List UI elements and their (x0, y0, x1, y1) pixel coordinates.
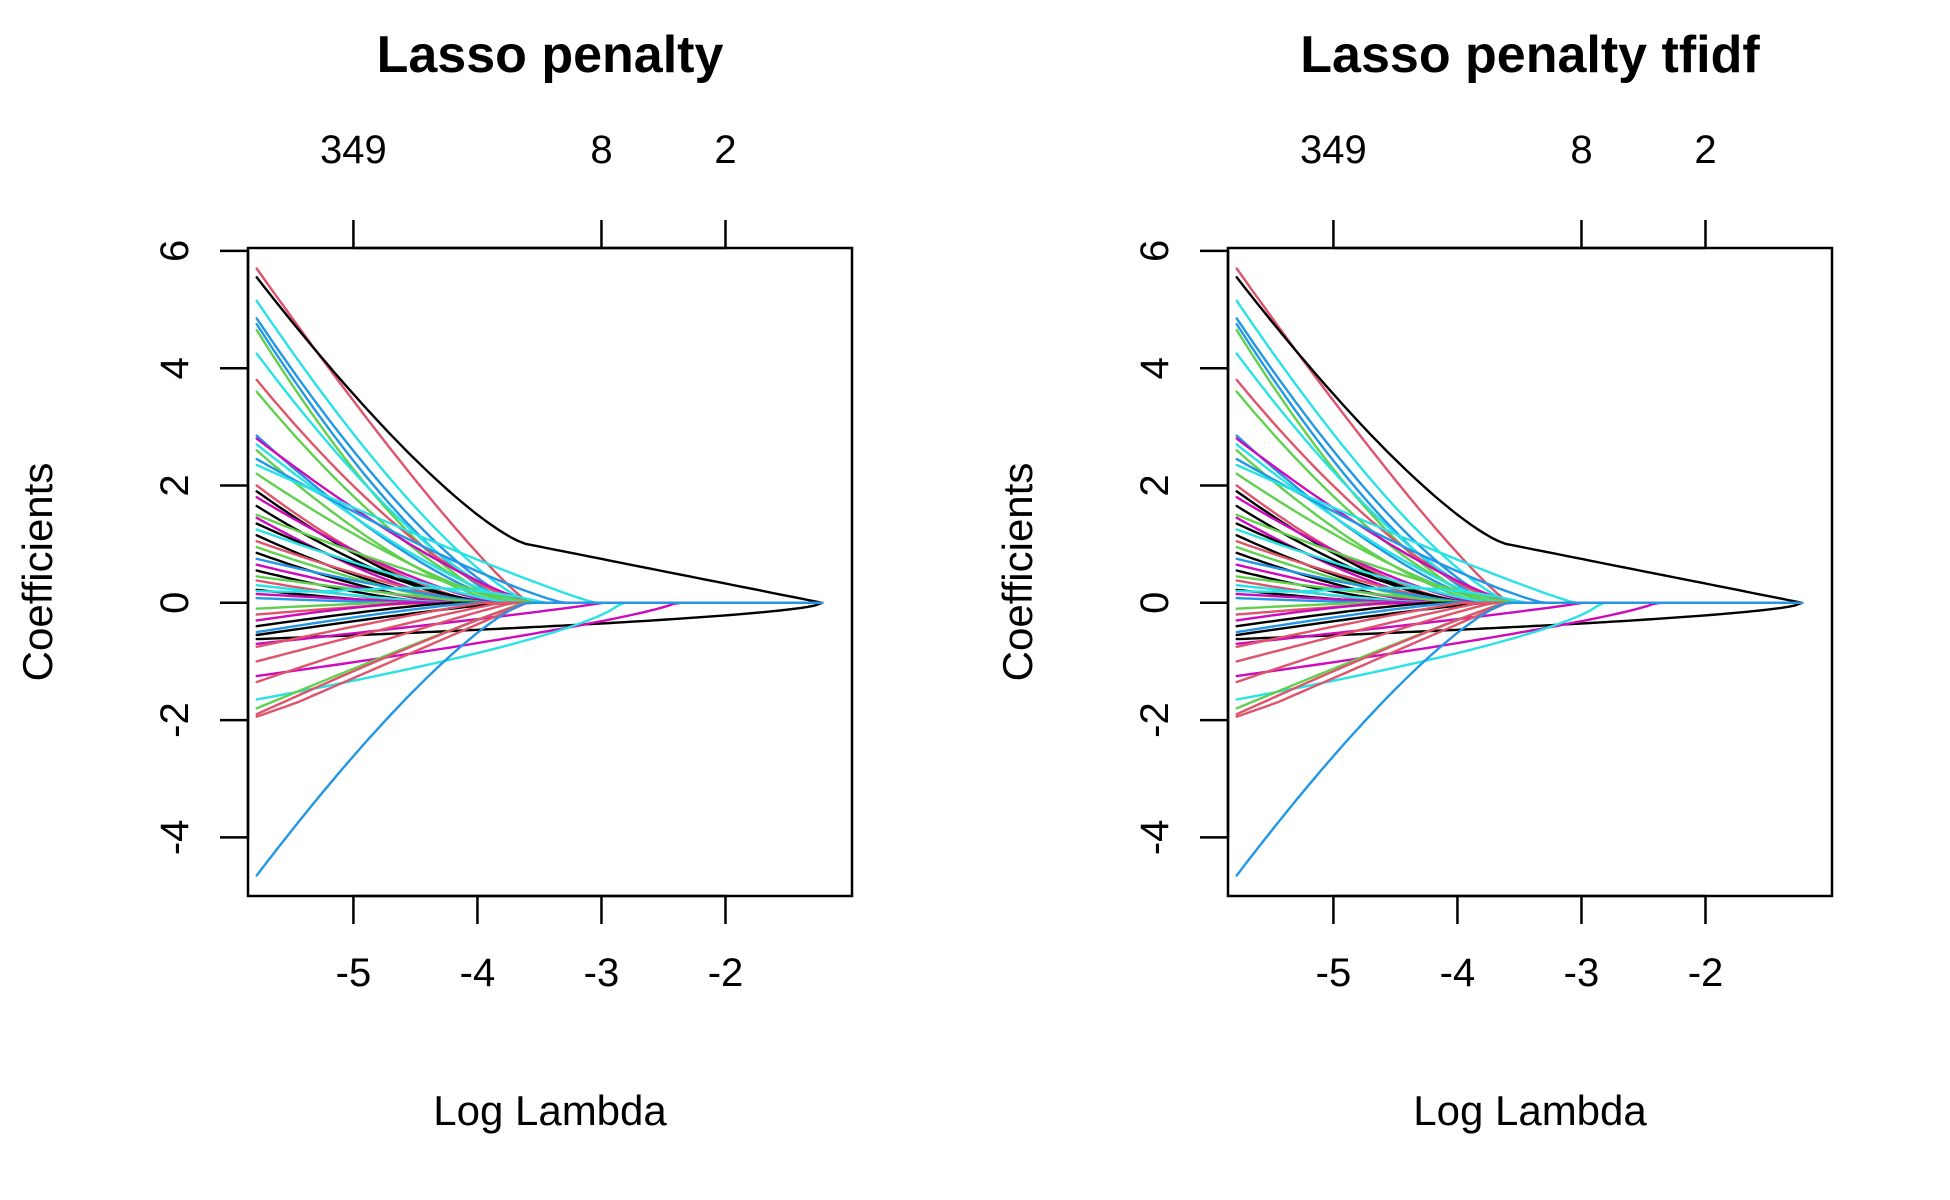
x-tick-label: -3 (584, 951, 620, 995)
y-tick-label: -4 (153, 820, 197, 856)
coefficient-path (255, 352, 824, 604)
coefficient-paths (255, 267, 824, 877)
coefficient-path (255, 601, 824, 877)
coefficient-path (255, 601, 824, 701)
chart-title: Lasso penalty (377, 26, 724, 84)
y-axis-label: Coefficients (994, 463, 1041, 682)
y-tick-label: -4 (1133, 820, 1177, 856)
y-tick-label: 2 (1133, 474, 1177, 496)
x-tick-label: -2 (708, 951, 744, 995)
coefficient-path (255, 601, 824, 641)
top-tick-label: 349 (1300, 128, 1367, 172)
coefficient-path (1235, 528, 1804, 604)
top-tick-label: 8 (1570, 128, 1592, 172)
y-tick-label: 4 (153, 357, 197, 379)
chart-title: Lasso penalty tfidf (1300, 26, 1760, 84)
panel-lasso-penalty-tfidf: Lasso penalty tfidf Log Lambda Coefficie… (994, 26, 1834, 1134)
coefficient-path (1235, 601, 1804, 701)
top-tick-label: 349 (320, 128, 387, 172)
plot-area: -5 -4 -3 -2 349 8 2 -4 -2 0 2 4 6 (153, 128, 854, 995)
coefficient-path (255, 528, 824, 604)
x-tick-label: -2 (1688, 951, 1724, 995)
coefficient-paths (1235, 267, 1804, 877)
y-tick-label: 6 (1133, 240, 1177, 262)
x-tick-label: -5 (1316, 951, 1352, 995)
x-tick-label: -4 (1440, 951, 1476, 995)
y-tick-label: -2 (153, 702, 197, 738)
plot-box (246, 246, 854, 898)
panel-lasso-penalty: Lasso penalty Log Lambda Coefficients -5… (14, 26, 854, 1134)
y-axis-label: Coefficients (14, 463, 61, 682)
y-tick-label: -2 (1133, 702, 1177, 738)
x-tick-label: -4 (460, 951, 496, 995)
x-tick-label: -5 (336, 951, 372, 995)
plot-box (1226, 246, 1834, 898)
x-axis-label: Log Lambda (433, 1087, 667, 1134)
y-tick-label: 0 (1133, 592, 1177, 614)
y-tick-label: 6 (153, 240, 197, 262)
coefficient-path (1235, 601, 1804, 641)
x-axis-label: Log Lambda (1413, 1087, 1647, 1134)
y-tick-label: 0 (153, 592, 197, 614)
y-tick-label: 2 (153, 474, 197, 496)
top-tick-label: 2 (714, 128, 736, 172)
coefficient-path (1235, 276, 1804, 604)
coefficient-path (255, 276, 824, 604)
top-tick-label: 8 (590, 128, 612, 172)
y-tick-label: 4 (1133, 357, 1177, 379)
plot-area: -5 -4 -3 -2 349 8 2 -4 -2 0 2 4 6 (1133, 128, 1834, 995)
top-tick-label: 2 (1694, 128, 1716, 172)
x-tick-label: -3 (1564, 951, 1600, 995)
coefficient-path (1235, 352, 1804, 604)
coefficient-path (1235, 601, 1804, 877)
